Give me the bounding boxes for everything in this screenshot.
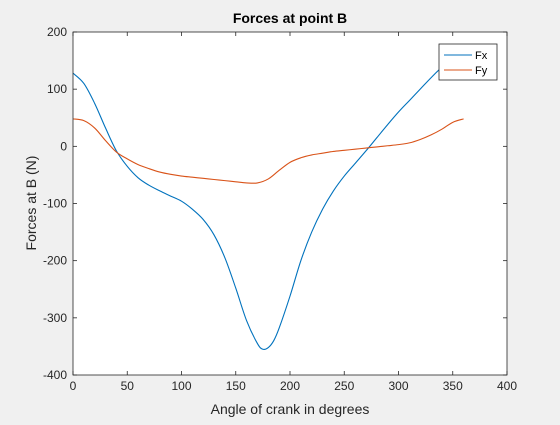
series-line-fy [72, 118, 464, 184]
x-tick-label: 250 [334, 379, 354, 393]
x-axis: 0 50 100 150 200 250 300 350 400 [70, 32, 517, 393]
y-tick-label: -100 [43, 197, 67, 211]
legend-label-fx: Fx [475, 50, 488, 62]
chart-title: Forces at point B [233, 10, 347, 26]
legend-label-fy: Fy [475, 65, 488, 77]
x-tick-label: 350 [443, 379, 463, 393]
x-tick-label: 300 [388, 379, 408, 393]
x-tick-label: 400 [497, 379, 517, 393]
y-tick-label: 200 [47, 25, 67, 39]
y-tick-label: 0 [60, 139, 67, 153]
y-tick-label: -400 [43, 368, 67, 382]
y-tick-label: 100 [47, 82, 67, 96]
y-tick-label: -200 [43, 254, 67, 268]
y-axis-label: Forces at B (N) [23, 156, 39, 251]
legend: Fx Fy [438, 43, 498, 81]
x-tick-label: 100 [171, 379, 191, 393]
x-tick-label: 50 [121, 379, 135, 393]
x-tick-label: 150 [226, 379, 246, 393]
x-tick-label: 200 [280, 379, 300, 393]
series-layer [72, 60, 464, 351]
x-tick-label: 0 [70, 379, 77, 393]
y-axis: -400 -300 -200 -100 0 100 200 [43, 25, 507, 382]
legend-box [438, 43, 498, 81]
series-line-fx [72, 60, 464, 351]
plot-area [73, 32, 507, 375]
y-tick-label: -300 [43, 311, 67, 325]
x-axis-label: Angle of crank in degrees [211, 401, 370, 417]
